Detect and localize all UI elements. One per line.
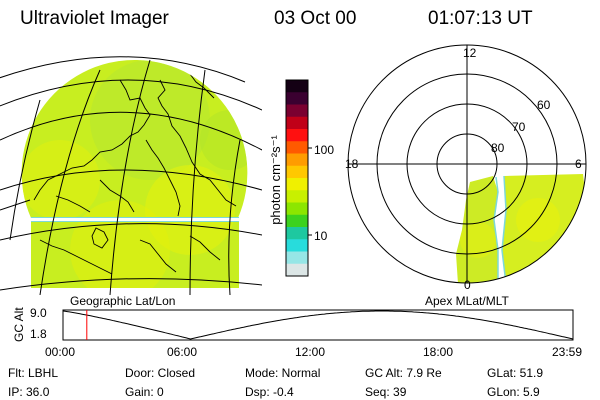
colorbar-stripe	[286, 80, 308, 93]
image-gap	[31, 218, 239, 221]
polar-grid	[347, 44, 587, 284]
colorbar-stripe	[286, 214, 308, 228]
colorbar-tick-10: 10	[314, 229, 328, 243]
geographic-label: Geographic Lat/Lon	[70, 294, 176, 308]
colorbar-stripe	[286, 263, 308, 277]
colorbar-stripe	[286, 92, 308, 105]
mlt-label-6: 6	[575, 157, 582, 171]
colorbar-stripe	[286, 153, 308, 167]
colorbar-stripe	[286, 141, 308, 154]
colorbar	[285, 79, 312, 277]
uv-glow-disk	[21, 59, 248, 288]
lat-label-60: 60	[537, 98, 551, 112]
info-dsp: Dsp: -0.4	[245, 385, 294, 399]
timeline-xtick-0: 00:00	[45, 345, 76, 359]
colorbar-stripe	[286, 165, 308, 179]
altitude-curve	[62, 310, 574, 340]
info-ip: IP: 36.0	[8, 385, 50, 399]
info-gc-alt: GC Alt: 7.9 Re	[365, 366, 442, 380]
info-mode: Mode: Normal	[245, 366, 321, 380]
colorbar-stripe	[286, 129, 308, 142]
date-label: 03 Oct 00	[274, 8, 357, 29]
mlt-label-12: 12	[463, 46, 477, 60]
info-glon: GLon: 5.9	[487, 385, 540, 399]
colorbar-stripe	[286, 227, 308, 240]
lat-label-80: 80	[491, 141, 505, 155]
timeline-ytick-high: 9.0	[30, 306, 47, 320]
colorbar-stripe	[286, 116, 308, 130]
timeline-xtick-1: 06:00	[167, 345, 198, 359]
colorbar-label: photon cm⁻²s⁻¹	[268, 135, 283, 225]
colorbar-stripe	[286, 239, 308, 252]
apex-label: Apex MLat/MLT	[425, 294, 509, 308]
timeline-ytick-low: 1.8	[30, 327, 47, 341]
timeline-xtick-2: 12:00	[295, 345, 326, 359]
time-label: 01:07:13 UT	[428, 8, 533, 29]
info-seq: Seq: 39	[365, 385, 407, 399]
colorbar-stripe	[286, 251, 308, 265]
instrument-title: Ultraviolet Imager	[20, 8, 169, 29]
colorbar-stripe	[286, 178, 308, 191]
lat-label-70: 70	[512, 120, 526, 134]
mlt-label-0: 0	[464, 278, 471, 292]
polar-plot	[347, 44, 587, 284]
geo-grid	[0, 56, 262, 295]
mlt-label-18: 18	[345, 157, 359, 171]
timeline-ylabel: GC Alt	[12, 307, 26, 342]
timeline-xtick-3: 18:00	[423, 345, 454, 359]
timeline-xtick-4: 23:59	[552, 345, 583, 359]
altitude-timeline	[62, 309, 574, 341]
colorbar-stripe	[286, 202, 308, 216]
info-glat: GLat: 51.9	[487, 366, 544, 380]
info-gain: Gain: 0	[125, 385, 164, 399]
colorbar-stripe	[286, 104, 308, 118]
geographic-image	[0, 56, 262, 295]
info-door: Door: Closed	[125, 366, 196, 380]
colorbar-tick-100: 100	[314, 143, 335, 157]
colorbar-stripe	[286, 190, 308, 203]
info-flt: Flt: LBHL	[8, 366, 59, 380]
